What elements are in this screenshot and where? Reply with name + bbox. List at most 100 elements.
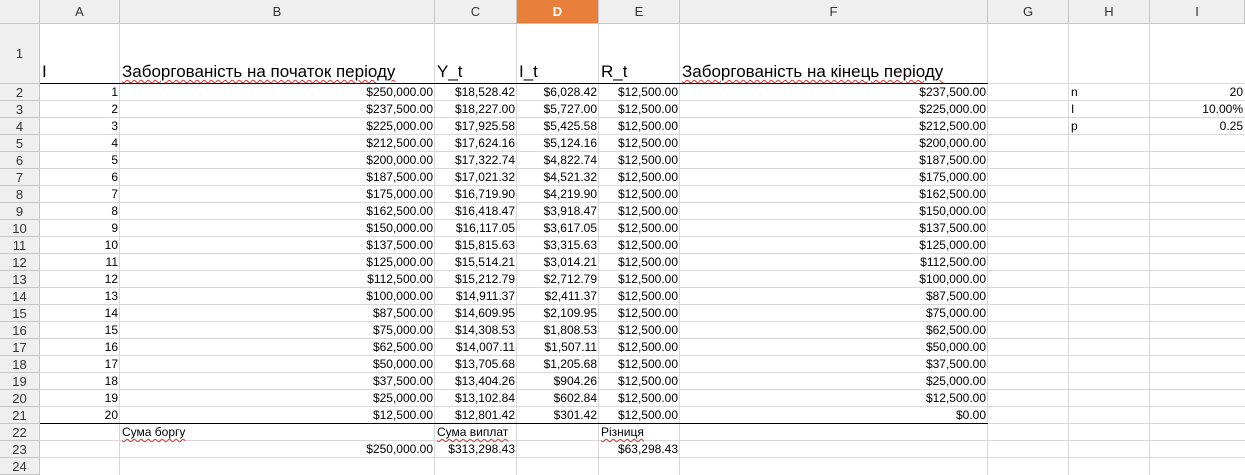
row-header-7[interactable]: 7 [0,169,40,186]
row-header-23[interactable]: 23 [0,441,40,458]
data-cell-F[interactable]: $150,000.00 [919,204,986,218]
column-header-C[interactable]: C [435,0,517,24]
data-cell-B[interactable]: $100,000.00 [366,289,433,303]
data-cell-D[interactable]: $4,822.74 [543,153,597,167]
column-header-E[interactable]: E [599,0,680,24]
data-cell-A[interactable]: 13 [104,289,118,303]
data-cell-A[interactable]: 10 [104,238,118,252]
column-header-I[interactable]: I [1150,0,1245,24]
column-header-B[interactable]: B [120,0,435,24]
data-cell-A[interactable]: 2 [111,102,118,116]
data-cell-A[interactable]: 7 [111,187,118,201]
param-value[interactable]: 0.25 [1219,119,1243,133]
header-cell-F[interactable]: Заборгованість на кінець періоду [680,62,988,84]
data-cell-A[interactable]: 17 [104,357,118,371]
data-cell-B[interactable]: $225,000.00 [366,119,433,133]
column-header-G[interactable]: G [988,0,1069,24]
data-cell-F[interactable]: $187,500.00 [919,153,986,167]
data-cell-F[interactable]: $100,000.00 [919,272,986,286]
data-cell-C[interactable]: $13,404.26 [454,374,515,388]
data-cell-F[interactable]: $62,500.00 [925,323,986,337]
data-cell-A[interactable]: 9 [111,221,118,235]
row-header-3[interactable]: 3 [0,101,40,118]
data-cell-F[interactable]: $200,000.00 [919,136,986,150]
data-cell-C[interactable]: $15,212.79 [454,272,515,286]
data-cell-E[interactable]: $12,500.00 [617,102,678,116]
data-cell-B[interactable]: $50,000.00 [372,357,433,371]
row-header-15[interactable]: 15 [0,305,40,322]
data-cell-D[interactable]: $4,521.32 [543,170,597,184]
row-header-13[interactable]: 13 [0,271,40,288]
data-cell-C[interactable]: $14,911.37 [455,289,515,303]
summary-value-B[interactable]: $250,000.00 [366,442,433,456]
data-cell-D[interactable]: $904.26 [553,374,597,388]
data-cell-D[interactable]: $3,617.05 [543,221,597,235]
data-cell-D[interactable]: $3,315.63 [543,238,597,252]
data-cell-D[interactable]: $3,918.47 [543,204,597,218]
data-cell-A[interactable]: 18 [104,374,118,388]
data-cell-B[interactable]: $37,500.00 [372,374,433,388]
header-cell-C[interactable]: Y_t [437,62,463,81]
data-cell-B[interactable]: $150,000.00 [366,221,433,235]
data-cell-B[interactable]: $137,500.00 [366,238,433,252]
data-cell-F[interactable]: $12,500.00 [925,391,986,405]
data-cell-C[interactable]: $14,308.53 [454,323,515,337]
row-header-6[interactable]: 6 [0,152,40,169]
data-cell-E[interactable]: $12,500.00 [617,204,678,218]
cell-grid[interactable]: I Заборгованість на початок періоду Y_t I_t… [40,24,1245,475]
column-header-A[interactable]: A [40,0,120,24]
data-cell-D[interactable]: $1,507.11 [544,340,598,354]
data-cell-E[interactable]: $12,500.00 [617,238,678,252]
data-cell-E[interactable]: $12,500.00 [617,340,678,354]
data-cell-C[interactable]: $16,117.05 [455,221,515,235]
data-cell-F[interactable]: $212,500.00 [919,119,986,133]
data-cell-B[interactable]: $87,500.00 [372,306,433,320]
data-cell-A[interactable]: 12 [104,272,118,286]
summary-value-E[interactable]: $63,298.43 [617,442,678,456]
summary-value-C[interactable]: $313,298.43 [448,442,515,456]
row-header-20[interactable]: 20 [0,390,40,407]
data-cell-F[interactable]: $87,500.00 [925,289,986,303]
summary-label-B[interactable]: Сума боргу [120,424,435,441]
data-cell-E[interactable]: $12,500.00 [617,408,678,422]
data-cell-E[interactable]: $12,500.00 [617,306,678,320]
data-cell-C[interactable]: $17,322.74 [454,153,515,167]
data-cell-E[interactable]: $12,500.00 [617,170,678,184]
data-cell-A[interactable]: 1 [111,85,118,99]
data-cell-D[interactable]: $4,219.90 [543,187,597,201]
header-cell-D[interactable]: I_t [519,62,538,81]
param-label[interactable]: p [1071,119,1078,133]
data-cell-C[interactable]: $15,815.63 [454,238,515,252]
data-cell-C[interactable]: $17,624.16 [454,136,515,150]
data-cell-C[interactable]: $15,514.21 [454,255,515,269]
row-header-17[interactable]: 17 [0,339,40,356]
row-header-4[interactable]: 4 [0,118,40,135]
data-cell-A[interactable]: 8 [111,204,118,218]
data-cell-B[interactable]: $112,500.00 [367,272,433,286]
data-cell-A[interactable]: 20 [104,408,118,422]
header-cell-B[interactable]: Заборгованість на початок періоду [120,62,435,84]
param-label[interactable]: n [1071,85,1078,99]
row-header-10[interactable]: 10 [0,220,40,237]
data-cell-D[interactable]: $1,808.53 [543,323,597,337]
data-cell-A[interactable]: 4 [111,136,118,150]
data-cell-D[interactable]: $2,109.95 [543,306,597,320]
data-cell-E[interactable]: $12,500.00 [617,323,678,337]
data-cell-B[interactable]: $250,000.00 [366,85,433,99]
data-cell-A[interactable]: 15 [104,323,118,337]
data-cell-F[interactable]: $75,000.00 [925,306,986,320]
data-cell-E[interactable]: $12,500.00 [617,391,678,405]
data-cell-E[interactable]: $12,500.00 [617,357,678,371]
data-cell-D[interactable]: $2,411.37 [544,289,598,303]
data-cell-F[interactable]: $137,500.00 [919,221,986,235]
data-cell-C[interactable]: $14,609.95 [454,306,515,320]
data-cell-F[interactable]: $37,500.00 [925,357,986,371]
data-cell-B[interactable]: $75,000.00 [372,323,433,337]
select-all-corner[interactable] [0,0,40,24]
data-cell-B[interactable]: $212,500.00 [366,136,433,150]
data-cell-A[interactable]: 3 [111,119,118,133]
data-cell-D[interactable]: $6,028.42 [543,85,597,99]
data-cell-C[interactable]: $17,925.58 [454,119,515,133]
row-header-9[interactable]: 9 [0,203,40,220]
data-cell-E[interactable]: $12,500.00 [617,119,678,133]
